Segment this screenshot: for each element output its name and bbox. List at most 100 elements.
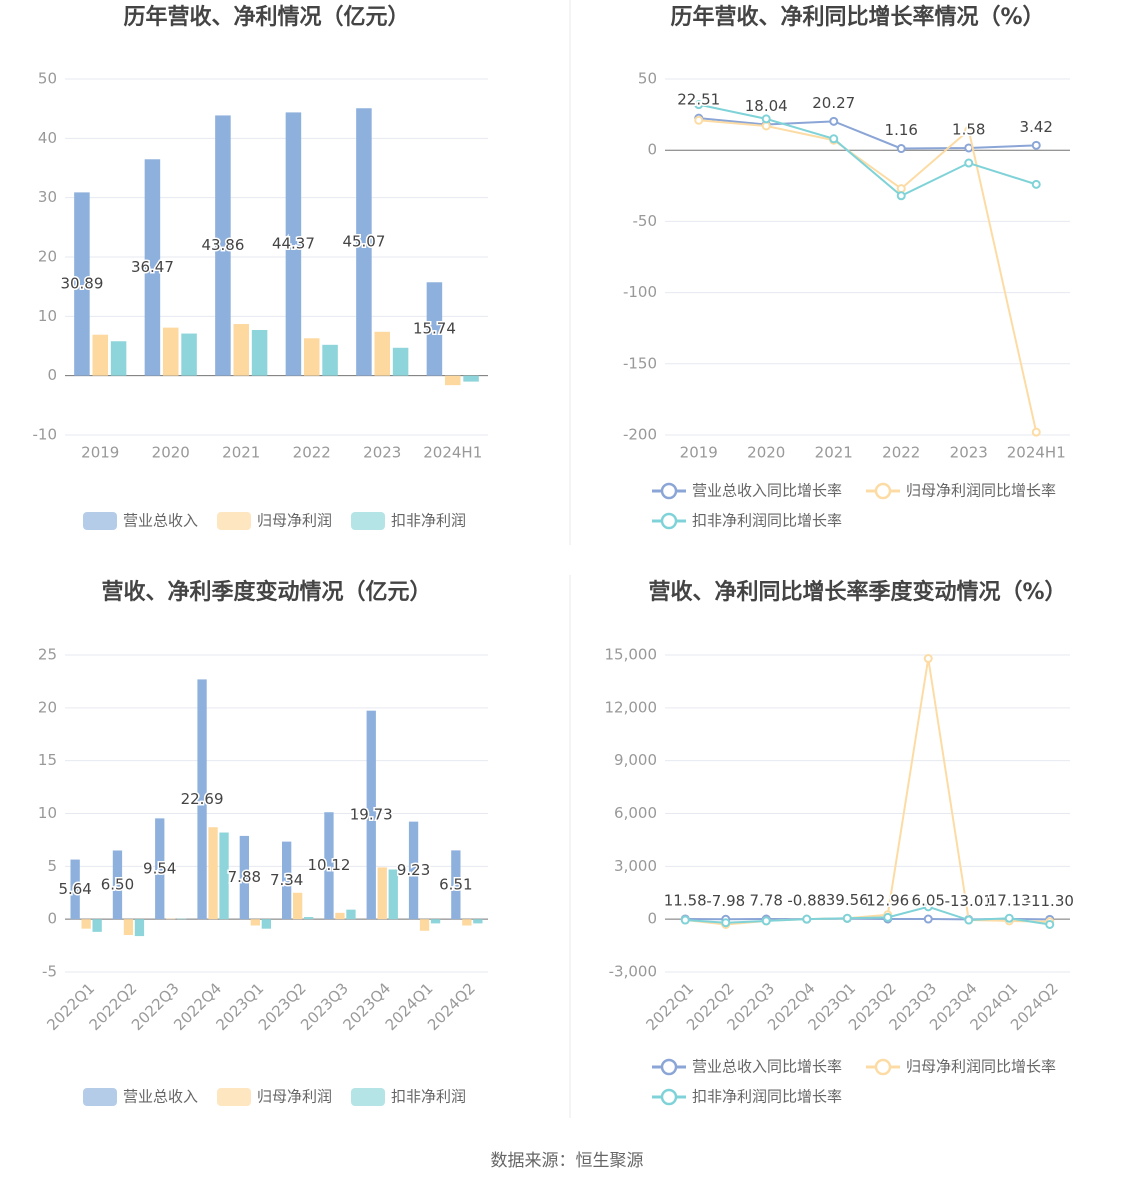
bar [261,919,272,929]
point [1031,179,1041,189]
data-label: 30.89 [60,275,103,293]
bar [462,919,472,926]
y-tick-label: -10 [33,426,58,444]
legend-swatch [874,1058,892,1076]
data-label: 15.74 [413,319,456,337]
bar [81,919,91,929]
bar [123,919,134,936]
y-tick-label: 0 [47,910,57,928]
bar [197,679,207,920]
bar [92,334,109,376]
source: 数据来源：恒生聚源 [491,1151,644,1171]
bar [250,919,261,926]
bar [177,918,187,920]
point [883,912,893,922]
legend-label: 归母净利润同比增长率 [906,482,1056,500]
data-label: 12.96 [866,891,909,909]
bar [408,821,419,920]
legend-swatch [83,512,117,530]
chart-title: 营收、净利同比增长率季度变动情况（%） [648,579,1066,605]
point [761,114,771,124]
x-tick-label: 2019 [680,444,718,462]
y-tick-label: 3,000 [614,857,657,875]
data-label: 6.05 [912,892,945,910]
bar [92,919,102,932]
point [829,134,839,144]
data-label: 45.07 [342,232,385,250]
legend-swatch [660,1088,678,1106]
y-tick-label: -150 [623,354,657,372]
bar [346,909,356,920]
legend-swatch [660,482,678,500]
bar [181,333,197,376]
bar [388,869,398,920]
line [698,119,1038,433]
bar [281,841,292,920]
point [829,116,839,126]
data-label: 19.73 [350,805,393,823]
point [923,654,933,664]
x-tick-label: 2023 [950,444,988,462]
line [685,905,1050,926]
data-label: 39.56 [826,891,869,909]
bar [166,918,176,920]
y-tick-label: 0 [647,910,657,928]
legend-swatch [660,1058,678,1076]
point [694,100,704,110]
bar [144,159,161,376]
bar [233,324,250,376]
legend-swatch [217,1088,251,1106]
bar [419,919,430,931]
bar [303,338,320,376]
bar [285,112,302,376]
point [964,125,974,135]
legend-swatch [351,1088,385,1106]
data-label: 7.88 [228,868,261,886]
bar [430,919,441,924]
point [694,115,704,125]
point [923,914,933,924]
data-label: 17.13 [988,891,1031,909]
x-tick-label: 2019 [81,444,119,462]
legend-label: 扣非净利润同比增长率 [692,1088,842,1106]
data-label: 10.12 [307,856,350,874]
x-tick-label: 2020 [152,444,190,462]
y-tick-label: 15,000 [605,646,658,664]
bar [162,327,179,376]
legend-swatch [83,1088,117,1106]
y-tick-label: -100 [623,283,657,301]
point [1045,919,1055,929]
legend-swatch [217,512,251,530]
data-label: 3.42 [1020,118,1053,136]
x-tick-label: 2022 [882,444,920,462]
point [896,191,906,201]
data-label: 9.54 [143,859,176,877]
bar [208,827,218,920]
y-tick-label: -200 [623,426,657,444]
legend-swatch [660,512,678,530]
x-tick-label: 2020 [747,444,785,462]
data-label: 22.51 [677,91,720,109]
y-tick-label: 0 [47,366,57,384]
y-tick-label: 15 [38,751,57,769]
data-label: 1.58 [952,120,985,138]
x-tick-label: 2022 [293,444,331,462]
y-tick-label: 5 [47,857,57,875]
x-tick-label: 2021 [815,444,853,462]
y-tick-label: 25 [38,646,57,664]
bar [335,912,345,920]
bar [251,329,268,376]
x-tick-label: 2024H1 [1007,444,1066,462]
legend-label: 扣非净利润同比增长率 [692,512,842,530]
data-label: 11.58 [664,891,707,909]
data-label: 18.04 [745,97,788,115]
bar [322,344,338,376]
y-tick-label: 20 [38,248,57,266]
legend-label: 扣非净利润 [391,512,466,530]
point [802,914,812,924]
point [1031,140,1041,150]
data-label: 6.50 [101,875,134,893]
bar [324,812,334,920]
bar [303,917,314,920]
bar [74,192,90,376]
